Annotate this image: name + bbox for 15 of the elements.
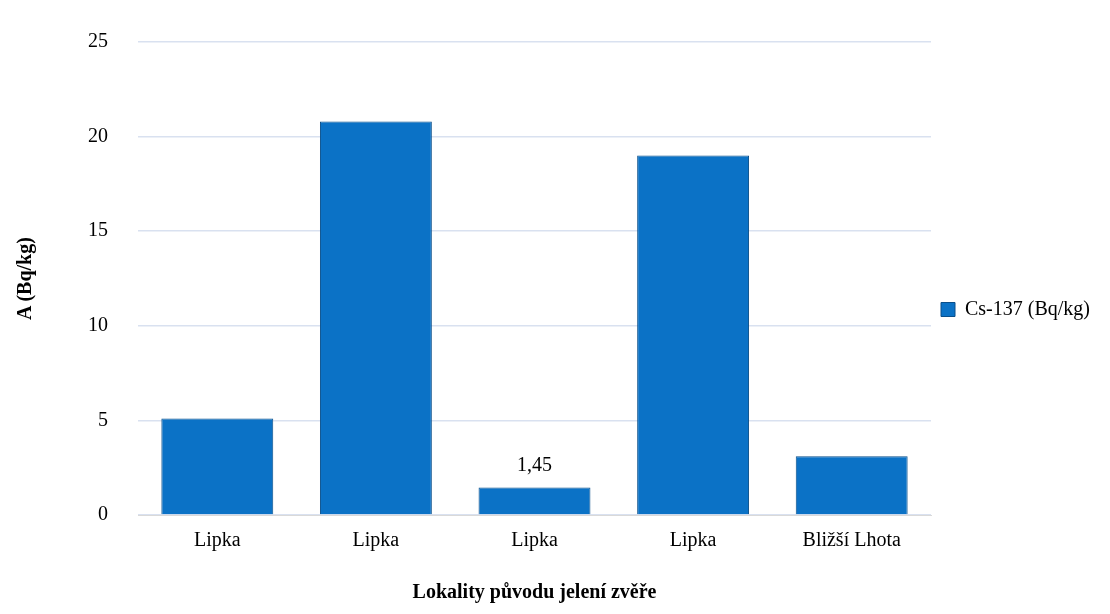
- y-tick-label: 10: [88, 313, 108, 336]
- x-tick-label: Lipka: [669, 528, 717, 552]
- legend-label: Cs-137 (Bq/kg): [965, 296, 1090, 320]
- y-tick-label: 15: [88, 218, 108, 241]
- x-tick-label: Bližší Lhota: [802, 528, 901, 551]
- data-label: 1,45: [517, 452, 552, 475]
- x-tick-label: Lipka: [193, 528, 241, 552]
- y-axis-title: A (Bq/kg): [13, 237, 37, 320]
- y-tick-label: 20: [88, 123, 108, 146]
- y-tick-label: 25: [88, 29, 108, 52]
- y-tick-label: 5: [98, 407, 108, 430]
- x-tick-label: Lipka: [352, 528, 400, 552]
- x-axis-title: Lokality původu jelení zvěře: [412, 580, 657, 604]
- y-tick-label: 0: [98, 502, 108, 525]
- x-tick-label: Lipka: [511, 528, 558, 552]
